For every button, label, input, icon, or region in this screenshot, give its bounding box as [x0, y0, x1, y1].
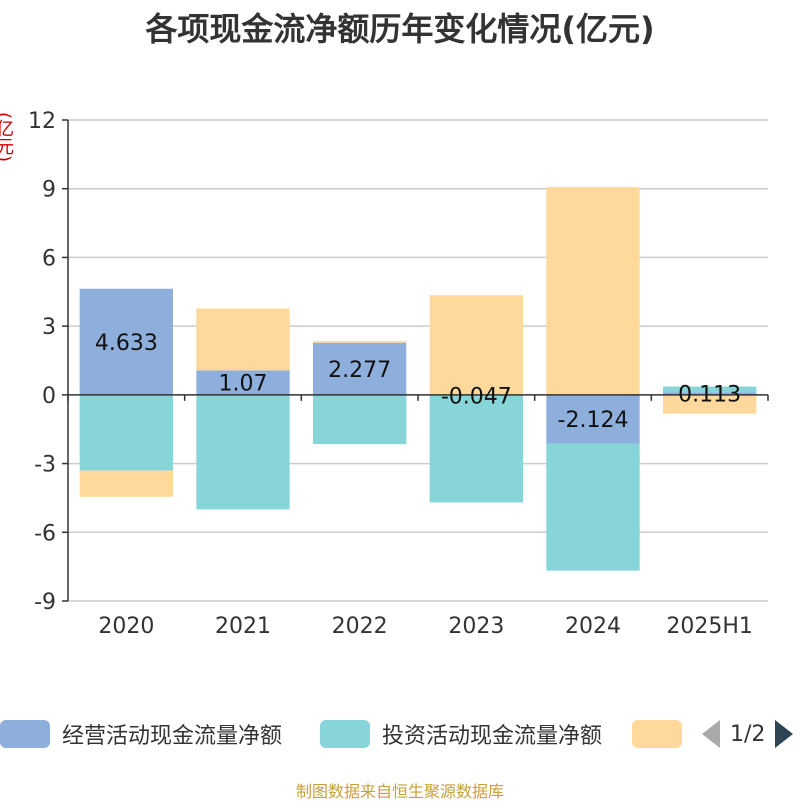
- bar-series0-2022: [313, 342, 407, 395]
- legend-pager: 1/2: [702, 718, 794, 750]
- x-tick-label: 2021: [215, 614, 271, 639]
- bar-series1-2020: [79, 394, 173, 471]
- chart-plot: -9 -6 -3 0 3 6 9 12 2020 2021 2022 2023 2024 2025H1 4.…: [28, 109, 769, 639]
- data-label: 1.07: [219, 372, 268, 397]
- chart-title: 各项现金流净额历年变化情况(亿元): [145, 10, 655, 48]
- legend-swatch-financing: [632, 720, 682, 748]
- y-tick-label: 12: [28, 109, 56, 134]
- legend-label-operating: 经营活动现金流量净额: [62, 724, 283, 749]
- y-tick-label: -6: [34, 521, 56, 546]
- data-label: -2.124: [558, 408, 629, 433]
- legend-item-financing[interactable]: [632, 716, 694, 752]
- y-tick-label: -9: [34, 590, 56, 615]
- bar-series0-2024: [546, 394, 640, 444]
- data-label: -0.047: [441, 384, 512, 409]
- legend-item-operating[interactable]: 经营活动现金流量净额: [0, 716, 282, 752]
- data-label: 0.113: [678, 383, 741, 408]
- bar-series2-2020: [79, 470, 173, 497]
- bar-series2-2023: [429, 295, 523, 395]
- x-tick-label: 2023: [448, 614, 504, 639]
- y-tick-label: 6: [42, 246, 56, 271]
- legend-item-investing[interactable]: 投资活动现金流量净额: [320, 716, 602, 752]
- bar-series2-2022: [313, 341, 407, 343]
- x-tick-label: 2022: [332, 614, 388, 639]
- data-label: 4.633: [95, 331, 158, 356]
- y-tick-label: -3: [34, 453, 56, 478]
- y-tick-label: 3: [42, 315, 56, 340]
- legend: 经营活动现金流量净额 投资活动现金流量净额: [0, 716, 800, 752]
- bar-series1-2025H1: [663, 386, 757, 393]
- y-tick-label: 0: [42, 384, 56, 409]
- legend-prev-page-icon[interactable]: [702, 720, 720, 748]
- bar-series0-2025H1: [663, 392, 757, 395]
- legend-swatch-operating: [0, 720, 50, 748]
- x-tick-label: 2020: [98, 614, 154, 639]
- y-tick-label: 9: [42, 178, 56, 203]
- bar-series2-2024: [546, 187, 640, 395]
- legend-page-indicator: 1/2: [730, 721, 766, 747]
- legend-swatch-investing: [320, 720, 370, 748]
- bar-series1-2021: [196, 394, 290, 510]
- bar-series0-2020: [79, 288, 173, 395]
- x-tick-label: 2024: [565, 614, 621, 639]
- bar-series1-2024: [546, 443, 640, 571]
- legend-label-investing: 投资活动现金流量净额: [382, 724, 603, 749]
- data-source-note: 制图数据来自恒生聚源数据库: [295, 782, 504, 801]
- legend-next-page-icon[interactable]: [775, 720, 794, 748]
- bar-series1-2022: [313, 394, 407, 445]
- data-label: 2.277: [328, 358, 391, 383]
- y-axis-unit: (亿元): [0, 112, 14, 163]
- x-tick-label: 2025H1: [666, 614, 753, 639]
- bar-series1-2023: [429, 395, 523, 503]
- bar-series2-2025H1: [663, 394, 757, 414]
- bar-series0-2021: [196, 370, 290, 395]
- bar-series2-2021: [196, 308, 290, 371]
